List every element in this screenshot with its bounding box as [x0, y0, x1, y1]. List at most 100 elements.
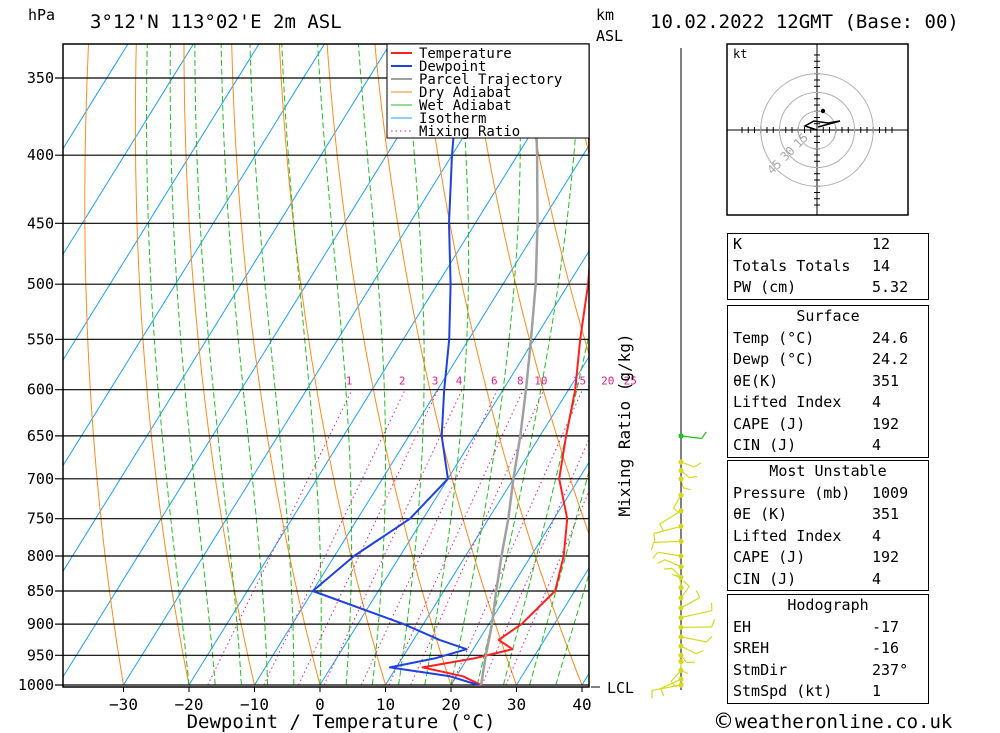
- wind-barb: [678, 643, 704, 655]
- isotherm-line: [63, 44, 457, 678]
- lcl-label: LCL: [607, 679, 634, 697]
- pressure-unit-label: hPa: [28, 6, 55, 24]
- hodograph-label: StmSpd (kt): [733, 682, 833, 700]
- pressure-tick-label: 550: [27, 330, 54, 348]
- index-row-k: K 12: [728, 234, 928, 256]
- legend-box: [386, 43, 590, 139]
- pressure-tick-labels: 350 400 450 500 550 600 650 700 750 800 850 900 950 1…: [18, 69, 54, 694]
- mixing-ratio-label: 3: [432, 375, 439, 388]
- pressure-tick-label: 600: [27, 381, 54, 399]
- x-tick-label: 10: [376, 695, 395, 714]
- pressure-tick-label: 650: [27, 427, 54, 445]
- pressure-tick-label: 1000: [18, 676, 54, 694]
- legend-entry-label: Parcel Trajectory: [419, 72, 562, 88]
- pressure-tick-label: 850: [27, 582, 54, 600]
- dry-adiabat-line: [134, 44, 190, 686]
- wet-adiabat-line: [220, 44, 269, 686]
- most-unstable-title: Most Unstable: [769, 462, 887, 480]
- x-tick-label: 0: [315, 695, 325, 714]
- wind-barb: [678, 431, 707, 440]
- mixing-ratio-label: 8: [517, 375, 524, 388]
- hodograph-table: Hodograph EH -17 SREH -16 StmDir 237° StmSp…: [727, 594, 929, 704]
- surface-row: Temp (°C) 24.6: [728, 328, 928, 350]
- height-unit-km: km: [596, 6, 614, 24]
- wind-barb: [678, 658, 689, 675]
- most-unstable-label: Pressure (mb): [733, 483, 851, 502]
- hodograph-trace: [803, 120, 841, 131]
- index-label: K: [733, 235, 743, 253]
- wet-adiabat-line: [450, 44, 521, 686]
- pressure-tick-label: 750: [27, 510, 54, 528]
- pressure-tick-label: 450: [27, 214, 54, 232]
- wind-barb: [678, 619, 716, 630]
- mixing-ratio-axis-title: Mixing Ratio (g/kg): [615, 333, 634, 516]
- x-tick-label: −30: [109, 695, 138, 714]
- mixing-ratio-labels: 1 2 3 4 6 8 10 15 20 25: [346, 375, 637, 388]
- pressure-tick-label: 900: [27, 615, 54, 633]
- isotherm-line: [385, 355, 589, 686]
- isotherm-line: [319, 250, 589, 686]
- pressure-tick-label: 350: [27, 69, 54, 87]
- surface-label: CAPE (J): [733, 414, 806, 433]
- surface-table: Surface Temp (°C) 24.6 Dewp (°C) 24.2 θE(K…: [727, 305, 929, 458]
- mixing-ratio-line: [207, 389, 353, 686]
- pressure-tick-label: 950: [27, 646, 54, 664]
- index-value: 12: [872, 235, 891, 253]
- hodograph-unit: kt: [733, 47, 747, 61]
- mixing-ratio-line: [360, 389, 498, 686]
- dewpoint-line: [311, 94, 479, 686]
- most-unstable-table: Most Unstable Pressure (mb) 1009 θE (K) 35…: [727, 460, 929, 591]
- most-unstable-label: Lifted Index: [733, 526, 842, 545]
- wind-barb: [660, 676, 684, 697]
- x-tick-label: 40: [572, 695, 591, 714]
- most-unstable-value: 4: [872, 569, 882, 588]
- most-unstable-value: 351: [872, 505, 900, 523]
- isotherm-line: [123, 44, 522, 686]
- most-unstable-value: 1009: [872, 483, 909, 502]
- surface-label: CIN (J): [733, 436, 797, 454]
- dry-adiabat-line: [326, 44, 452, 686]
- wet-adiabat-line: [146, 44, 190, 686]
- mixing-ratio-line: [410, 389, 545, 686]
- mixing-ratio-label: 20: [601, 375, 614, 388]
- wind-barb: [678, 476, 692, 491]
- dry-adiabat-line: [231, 44, 321, 686]
- most-unstable-row: Lifted Index 4: [728, 526, 928, 548]
- mixing-ratio-line: [388, 389, 524, 686]
- pressure-tick-label: 700: [27, 470, 54, 488]
- hodograph-value: 237°: [872, 660, 909, 679]
- most-unstable-row: Pressure (mb) 1009: [728, 483, 928, 505]
- dry-adiabat-line: [517, 44, 589, 356]
- hodograph-value: 1: [872, 682, 882, 700]
- temperature-tick-labels: −30 −20 −10 0 10 20 30 40: [109, 687, 592, 714]
- wind-barb: [678, 652, 695, 663]
- hodograph-row: SREH -16: [728, 638, 928, 660]
- legend-entry-label: Dry Adiabat: [419, 85, 512, 101]
- mixing-ratio-label: 10: [534, 375, 547, 388]
- surface-value: 24.2: [872, 350, 909, 368]
- wind-barb: [678, 580, 690, 601]
- surface-row: Lifted Index 4: [728, 392, 928, 414]
- surface-value: 351: [872, 371, 900, 390]
- x-tick-label: −10: [240, 695, 269, 714]
- height-unit-asl: ASL: [596, 27, 623, 45]
- most-unstable-label: θE (K): [733, 505, 788, 523]
- plot-frame: [62, 43, 590, 688]
- wet-adiabat-line: [357, 44, 387, 686]
- hodograph-ring: [760, 73, 874, 187]
- index-row-pw: PW (cm) 5.32: [728, 277, 928, 299]
- wind-barb: [664, 567, 684, 580]
- isotherm-line: [63, 44, 326, 467]
- most-unstable-row: CIN (J) 4: [728, 569, 928, 591]
- isotherm-line: [63, 44, 129, 150]
- surface-row: CIN (J) 4: [728, 435, 928, 457]
- surface-row: θE(K) 351: [728, 371, 928, 393]
- mixing-ratio-label: 6: [491, 375, 498, 388]
- isotherm-line: [63, 44, 195, 256]
- wet-adiabat-line: [424, 44, 470, 686]
- mixing-ratio-label: 4: [456, 375, 463, 388]
- most-unstable-row: CAPE (J) 192: [728, 547, 928, 569]
